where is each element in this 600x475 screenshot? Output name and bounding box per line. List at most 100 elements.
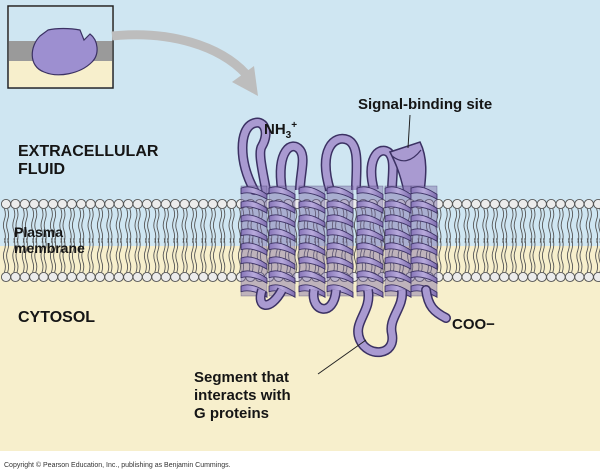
lipid-tail bbox=[344, 238, 348, 273]
lipid-head bbox=[574, 198, 585, 210]
lipid-tail bbox=[115, 208, 119, 243]
lipid-tail bbox=[472, 208, 476, 243]
lipid-tail bbox=[31, 238, 35, 273]
lipid-head bbox=[564, 271, 576, 283]
zoom-arrow bbox=[111, 30, 250, 78]
lipid-tail bbox=[529, 208, 533, 243]
lipid-tail bbox=[551, 208, 555, 243]
lipid-tail bbox=[162, 208, 166, 243]
lipid-tail bbox=[100, 238, 104, 273]
lipid-tail bbox=[256, 238, 260, 273]
lipid-head bbox=[151, 271, 162, 283]
lipid-tail bbox=[172, 208, 176, 243]
lipid-tail bbox=[476, 238, 480, 273]
lipid-tail bbox=[529, 238, 533, 273]
lipid-tail bbox=[68, 208, 72, 243]
lipid-tail bbox=[595, 208, 599, 243]
lipid-tail bbox=[24, 208, 28, 243]
lipid-tail bbox=[247, 208, 251, 243]
lipid-tail bbox=[482, 238, 486, 273]
lipid-tail bbox=[96, 208, 100, 243]
lipid-tail bbox=[557, 208, 561, 243]
inset-box bbox=[7, 5, 114, 89]
lipid-tail bbox=[200, 238, 204, 273]
lipid-head bbox=[508, 198, 519, 210]
lipid-tail bbox=[353, 208, 357, 243]
lipid-tail bbox=[184, 238, 188, 273]
lipid-head bbox=[10, 271, 21, 283]
lipid-tail bbox=[400, 238, 404, 273]
lipid-tail bbox=[570, 208, 574, 243]
lipid-head bbox=[198, 271, 209, 283]
lipid-head bbox=[442, 198, 453, 210]
lipid-head bbox=[217, 198, 228, 210]
lipid-tail bbox=[463, 238, 467, 273]
lipid-tail bbox=[313, 238, 317, 273]
lipid-tail bbox=[109, 208, 113, 243]
lipid-tail bbox=[106, 238, 110, 273]
lipid-head bbox=[170, 271, 181, 283]
lipid-tail bbox=[78, 238, 82, 273]
lipid-tail bbox=[162, 238, 166, 273]
lipid-head bbox=[123, 271, 134, 283]
lipid-head bbox=[480, 198, 491, 210]
lipid-tail bbox=[457, 238, 461, 273]
lipid-head bbox=[0, 198, 12, 210]
lipid-tail bbox=[447, 238, 451, 273]
lipid-tail bbox=[416, 208, 420, 243]
lipid-tail bbox=[62, 238, 66, 273]
lipid-tail bbox=[532, 238, 536, 273]
lipid-tail bbox=[269, 208, 273, 243]
lipid-tail bbox=[566, 208, 570, 243]
lipid-tail bbox=[485, 208, 489, 243]
lipid-tail bbox=[504, 208, 508, 243]
lipid-tail bbox=[491, 238, 495, 273]
lipid-tail bbox=[134, 238, 138, 273]
lipid-head bbox=[123, 198, 134, 210]
lipid-tail bbox=[566, 238, 570, 273]
lipid-tail bbox=[43, 238, 47, 273]
lipid-head bbox=[141, 271, 153, 283]
lipid-tail bbox=[212, 208, 216, 243]
lipid-head bbox=[38, 198, 49, 210]
lipid-tail bbox=[6, 208, 10, 243]
lipid-head bbox=[489, 198, 500, 210]
lipid-head bbox=[508, 271, 519, 283]
lipid-tail bbox=[250, 208, 254, 243]
copyright-notice: Copyright © Pearson Education, Inc., pub… bbox=[4, 462, 231, 469]
lipid-tail bbox=[595, 238, 599, 273]
lipid-head bbox=[188, 198, 200, 210]
extracellular-fluid-label: EXTRACELLULAR FLUID bbox=[18, 143, 159, 178]
lipid-head bbox=[226, 271, 237, 283]
g-protein-leader bbox=[317, 339, 367, 375]
lipid-tail bbox=[125, 238, 129, 273]
lipid-tail bbox=[40, 238, 44, 273]
lipid-tail bbox=[21, 238, 25, 273]
lipid-tail bbox=[96, 238, 100, 273]
lipid-tail bbox=[43, 208, 47, 243]
lipid-tail bbox=[165, 238, 169, 273]
lipid-tail bbox=[576, 208, 580, 243]
lipid-tail bbox=[541, 208, 545, 243]
lipid-head bbox=[555, 198, 566, 210]
lipid-tail bbox=[34, 238, 38, 273]
lipid-head bbox=[499, 198, 510, 210]
lipid-tail bbox=[68, 238, 72, 273]
lipid-tail bbox=[519, 238, 523, 273]
lipid-tail bbox=[81, 238, 85, 273]
lipid-tail bbox=[491, 208, 495, 243]
lipid-tail bbox=[463, 208, 467, 243]
lipid-tail bbox=[588, 238, 592, 273]
lipid-tail bbox=[15, 208, 19, 243]
lipid-tail bbox=[59, 238, 63, 273]
lipid-tail bbox=[222, 208, 226, 243]
lipid-tail bbox=[551, 238, 555, 273]
lipid-tail bbox=[454, 208, 458, 243]
lipid-tail bbox=[2, 208, 6, 243]
lipid-tail bbox=[501, 238, 505, 273]
lipid-head bbox=[517, 198, 529, 210]
lipid-head bbox=[461, 198, 472, 210]
lipid-tail bbox=[579, 238, 583, 273]
lipid-tail bbox=[485, 238, 489, 273]
lipid-tail bbox=[87, 238, 91, 273]
